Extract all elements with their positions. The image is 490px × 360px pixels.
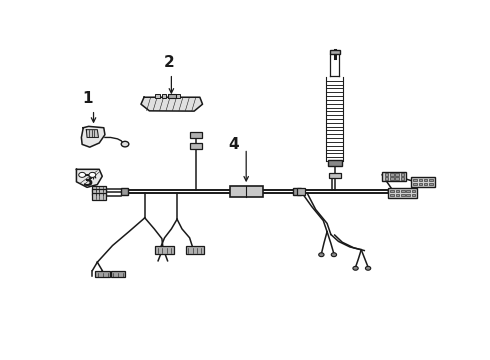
Circle shape [79, 172, 86, 177]
Bar [424, 179, 427, 181]
Text: 1: 1 [83, 91, 93, 106]
Bar [395, 173, 399, 176]
Bar [406, 190, 410, 192]
Bar [388, 188, 417, 198]
Bar [230, 186, 263, 197]
Bar [412, 190, 415, 192]
Bar [418, 183, 422, 185]
Bar [169, 94, 173, 98]
Bar [429, 179, 433, 181]
Bar [418, 179, 422, 181]
Bar [429, 183, 433, 185]
Bar [401, 194, 405, 196]
Bar [413, 179, 416, 181]
Circle shape [89, 172, 96, 177]
Bar [424, 183, 427, 185]
Bar [186, 246, 204, 254]
Bar [396, 194, 399, 196]
Bar [297, 188, 305, 195]
Bar [168, 94, 176, 98]
Bar [330, 50, 340, 54]
Bar [121, 188, 128, 195]
Text: 2: 2 [164, 55, 175, 70]
Text: 3: 3 [82, 174, 93, 189]
Bar [385, 173, 388, 176]
Bar [155, 94, 160, 98]
Bar [401, 177, 404, 180]
Bar [391, 190, 394, 192]
Polygon shape [76, 169, 102, 187]
Bar [413, 183, 416, 185]
Bar [293, 188, 301, 195]
Bar [382, 172, 406, 181]
Circle shape [353, 266, 358, 270]
Bar [412, 194, 415, 196]
Bar [93, 193, 106, 199]
Bar [93, 186, 106, 192]
Bar [401, 190, 405, 192]
Bar [96, 271, 110, 278]
Text: 4: 4 [229, 137, 239, 152]
Circle shape [121, 141, 129, 147]
Bar [390, 177, 393, 180]
Bar [411, 177, 435, 186]
Bar [395, 177, 399, 180]
Bar [93, 189, 106, 195]
Bar [391, 194, 394, 196]
Circle shape [366, 266, 371, 270]
Bar [111, 271, 125, 278]
Polygon shape [81, 126, 105, 147]
Bar [175, 94, 180, 98]
Bar [401, 173, 404, 176]
Circle shape [318, 253, 324, 257]
Bar [406, 194, 410, 196]
Circle shape [331, 253, 337, 257]
Bar [162, 94, 167, 98]
Bar [328, 160, 342, 166]
Bar [190, 143, 202, 149]
Bar [190, 132, 202, 138]
Bar [396, 190, 399, 192]
Polygon shape [86, 130, 98, 138]
Bar [385, 177, 388, 180]
Bar [155, 246, 173, 254]
Bar [390, 173, 393, 176]
Polygon shape [141, 97, 202, 111]
Bar [329, 173, 341, 177]
